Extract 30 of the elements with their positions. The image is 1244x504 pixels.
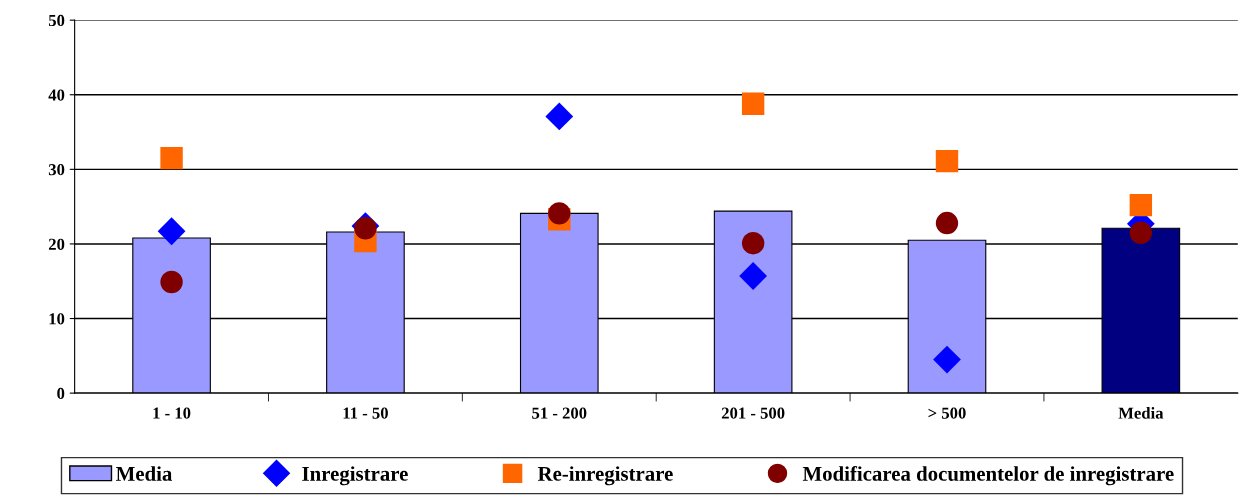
point [157, 217, 186, 246]
y-tick-label: 50 [48, 14, 65, 27]
point [354, 217, 377, 240]
point [741, 231, 765, 255]
point [935, 211, 959, 235]
y-tick-label: 0 [57, 387, 65, 400]
y-tick-label: 40 [48, 89, 65, 101]
x-tick-label: Media [1118, 407, 1164, 419]
x-tick-label: > 500 [928, 407, 966, 419]
legend-label: Modificarea documentelor de inregistrare [802, 465, 1174, 486]
point [739, 262, 768, 290]
y-tick-label: 10 [49, 313, 65, 325]
point [1129, 193, 1153, 217]
y-tick-label: 30 [48, 164, 65, 176]
legend-label: Re-inregistrare [537, 466, 673, 486]
point [933, 345, 961, 374]
x-tick-label: 51 - 200 [532, 407, 587, 419]
point [1129, 221, 1153, 244]
point [741, 92, 765, 115]
legend-label: Inregistrare [302, 466, 408, 486]
legend-label: Media [116, 466, 173, 481]
y-tick-label: 20 [48, 238, 65, 250]
point [545, 102, 574, 131]
point [160, 146, 183, 170]
point [935, 149, 959, 173]
x-tick-label: 11 - 50 [343, 407, 388, 419]
point [160, 270, 183, 294]
x-tick-label: 201 - 500 [721, 407, 785, 419]
x-tick-label: 1 - 10 [153, 407, 191, 419]
point [548, 202, 571, 225]
